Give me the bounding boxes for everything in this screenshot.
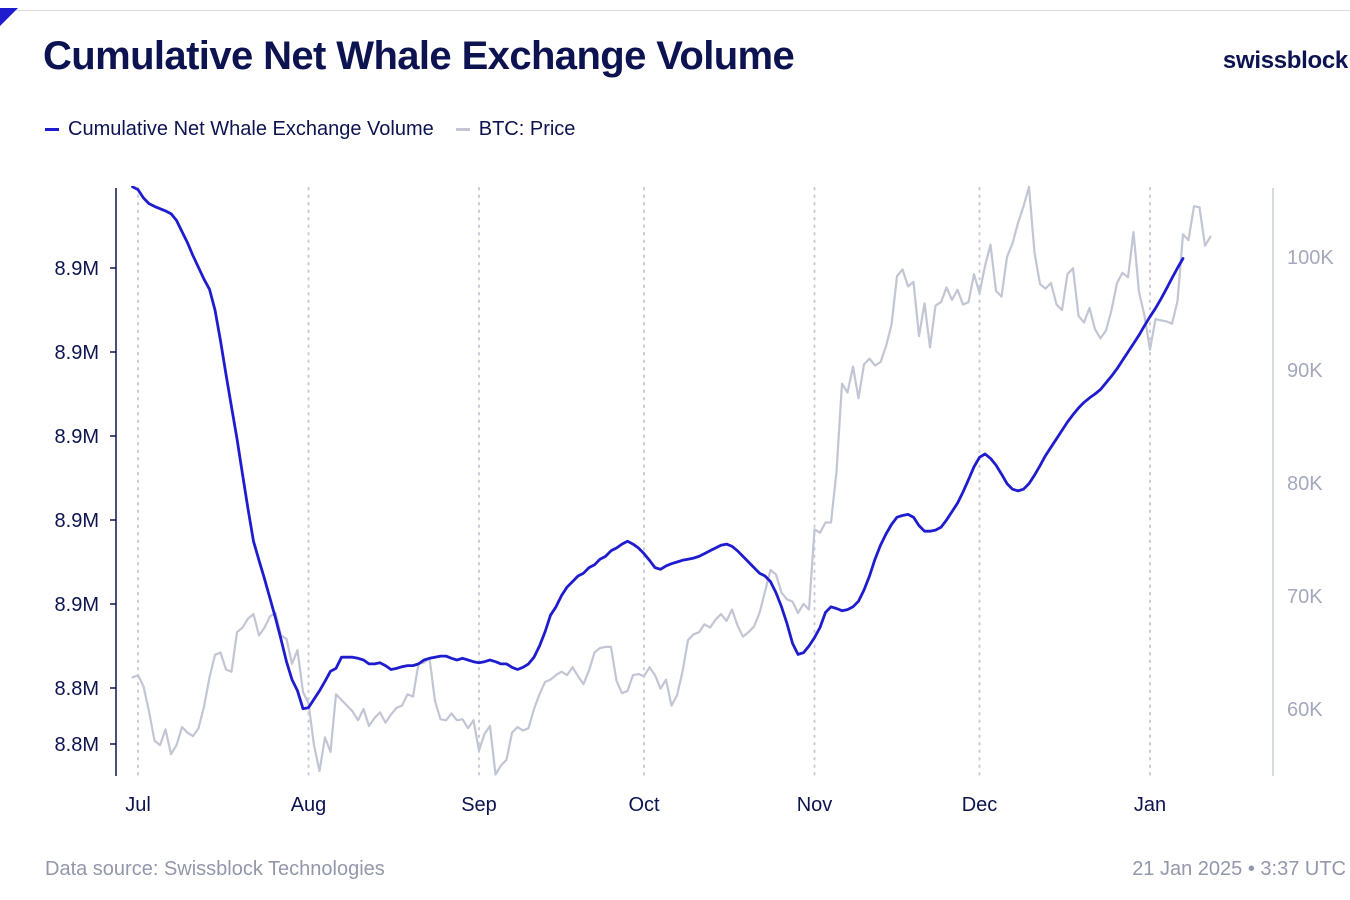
legend-label-btc: BTC: Price [478,118,576,140]
y-left-tick-label: 8.9M [55,342,99,364]
top-rule [0,10,1350,11]
x-tick-label-nov: Nov [797,794,833,816]
chart-title: Cumulative Net Whale Exchange Volume [43,34,795,78]
legend-swatch-btc [455,128,470,131]
brand-logo: swissblock [1222,47,1348,74]
legend: Cumulative Net Whale Exchange Volume BTC… [45,118,597,141]
y-right-tick-label: 80K [1287,473,1323,495]
corner-accent [0,8,18,26]
y-right-tick-label: 90K [1287,360,1323,382]
legend-item-btc[interactable]: BTC: Price [455,118,576,141]
series-line-whale-volume [131,186,1185,711]
y-left-tick-label: 8.8M [55,678,99,700]
data-source-note: Data source: Swissblock Technologies [45,858,385,880]
y-right-tick-label: 60K [1287,699,1323,721]
x-tick-label-jan: Jan [1134,794,1166,816]
legend-label-whale: Cumulative Net Whale Exchange Volume [68,118,434,140]
timestamp: 21 Jan 2025 • 3:37 UTC [1132,858,1346,880]
y-left-tick-label: 8.8M [55,734,99,756]
legend-swatch-whale [45,128,59,131]
x-tick-label-aug: Aug [291,794,327,816]
y-left-tick-label: 8.9M [55,594,99,616]
legend-item-whale[interactable]: Cumulative Net Whale Exchange Volume [45,118,434,141]
y-right-tick-label: 100K [1287,247,1334,269]
x-tick-label-jul: Jul [125,794,151,816]
y-left-tick-label: 8.9M [55,426,99,448]
x-tick-label-sep: Sep [461,794,497,816]
x-tick-label-oct: Oct [628,794,660,816]
x-tick-label-dec: Dec [962,794,998,816]
y-left-tick-label: 8.9M [55,510,99,532]
y-right-tick-label: 70K [1287,586,1323,608]
y-left-tick-label: 8.9M [55,258,99,280]
series-line-btc-price [131,186,1212,776]
